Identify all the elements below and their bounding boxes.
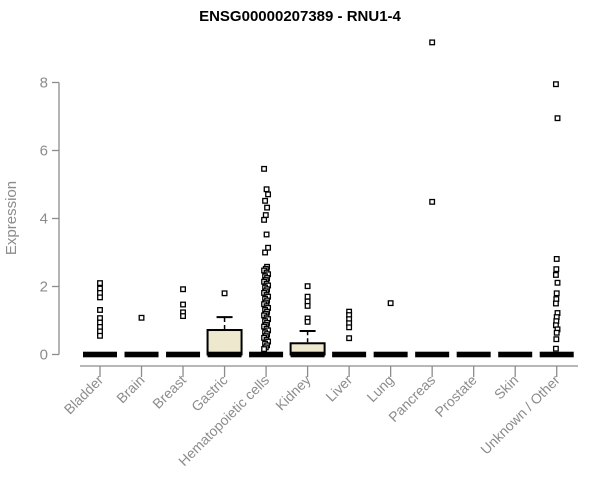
x-tick-label: Prostate [432, 372, 480, 420]
outlier-point [97, 294, 103, 301]
outlier-point [180, 313, 186, 320]
outlier-point [261, 216, 268, 223]
median-line [373, 351, 408, 358]
outlier-point [553, 256, 560, 262]
outlier-point [304, 283, 311, 290]
outlier-point [263, 231, 270, 238]
outlier-point [262, 212, 269, 219]
outlier-point [261, 165, 268, 172]
outlier-point [304, 293, 311, 300]
y-tick-label: 8 [40, 75, 48, 92]
outlier-point [553, 336, 560, 343]
chart-title: ENSG00000207389 - RNU1-4 [199, 8, 401, 25]
outlier-point [387, 300, 394, 307]
outlier-point [138, 314, 145, 321]
outlier-point [429, 39, 436, 46]
y-tick-label: 6 [40, 143, 48, 160]
outlier-point [304, 302, 311, 309]
median-line [539, 351, 574, 358]
x-tick-label: Unknown / Other [477, 372, 563, 458]
x-tick-label: Kidney [272, 372, 314, 414]
median-line [456, 351, 491, 358]
x-tick-label: Liver [322, 372, 355, 405]
outlier-point [304, 318, 311, 325]
outlier-point [263, 186, 270, 193]
x-tick-label: Skin [491, 372, 522, 403]
y-tick-label: 0 [40, 347, 48, 364]
outlier-point [262, 197, 269, 204]
outlier-point [97, 280, 103, 287]
outlier-point [553, 290, 560, 297]
outlier-point [552, 345, 559, 352]
y-tick-label: 2 [40, 279, 48, 296]
outlier-point [265, 244, 272, 251]
median-line [124, 351, 159, 358]
outlier-point [552, 300, 559, 307]
outlier-point [553, 266, 560, 273]
outlier-point [552, 271, 559, 278]
outlier-point [261, 346, 268, 353]
outlier-point [554, 115, 561, 122]
median-line [415, 351, 450, 358]
x-tick-label: Breast [149, 372, 189, 412]
median-line [290, 351, 325, 358]
outlier-point [97, 332, 103, 339]
median-line [207, 351, 242, 358]
outlier-point [221, 290, 228, 297]
median-line [332, 351, 367, 358]
outlier-point [552, 81, 559, 88]
median-line [166, 351, 201, 358]
median-line [498, 351, 533, 358]
outlier-point [265, 191, 272, 198]
y-axis-label: Expression [3, 181, 20, 255]
outlier-point [262, 249, 269, 256]
outlier-point [346, 335, 353, 342]
x-tick-label: Bladder [61, 372, 107, 418]
x-tick-label: Brain [113, 372, 147, 406]
median-line [249, 351, 284, 358]
outlier-point [553, 329, 560, 336]
x-tick-label: Lung [363, 372, 396, 405]
outlier-point [180, 301, 186, 308]
outlier-point [554, 279, 561, 286]
outlier-point [180, 286, 186, 293]
outlier-point [97, 307, 103, 313]
box [206, 329, 243, 356]
median-line [83, 351, 117, 358]
outlier-point [429, 198, 436, 205]
y-tick-label: 4 [40, 211, 48, 228]
outlier-point [264, 204, 271, 211]
outlier-point [346, 324, 353, 331]
